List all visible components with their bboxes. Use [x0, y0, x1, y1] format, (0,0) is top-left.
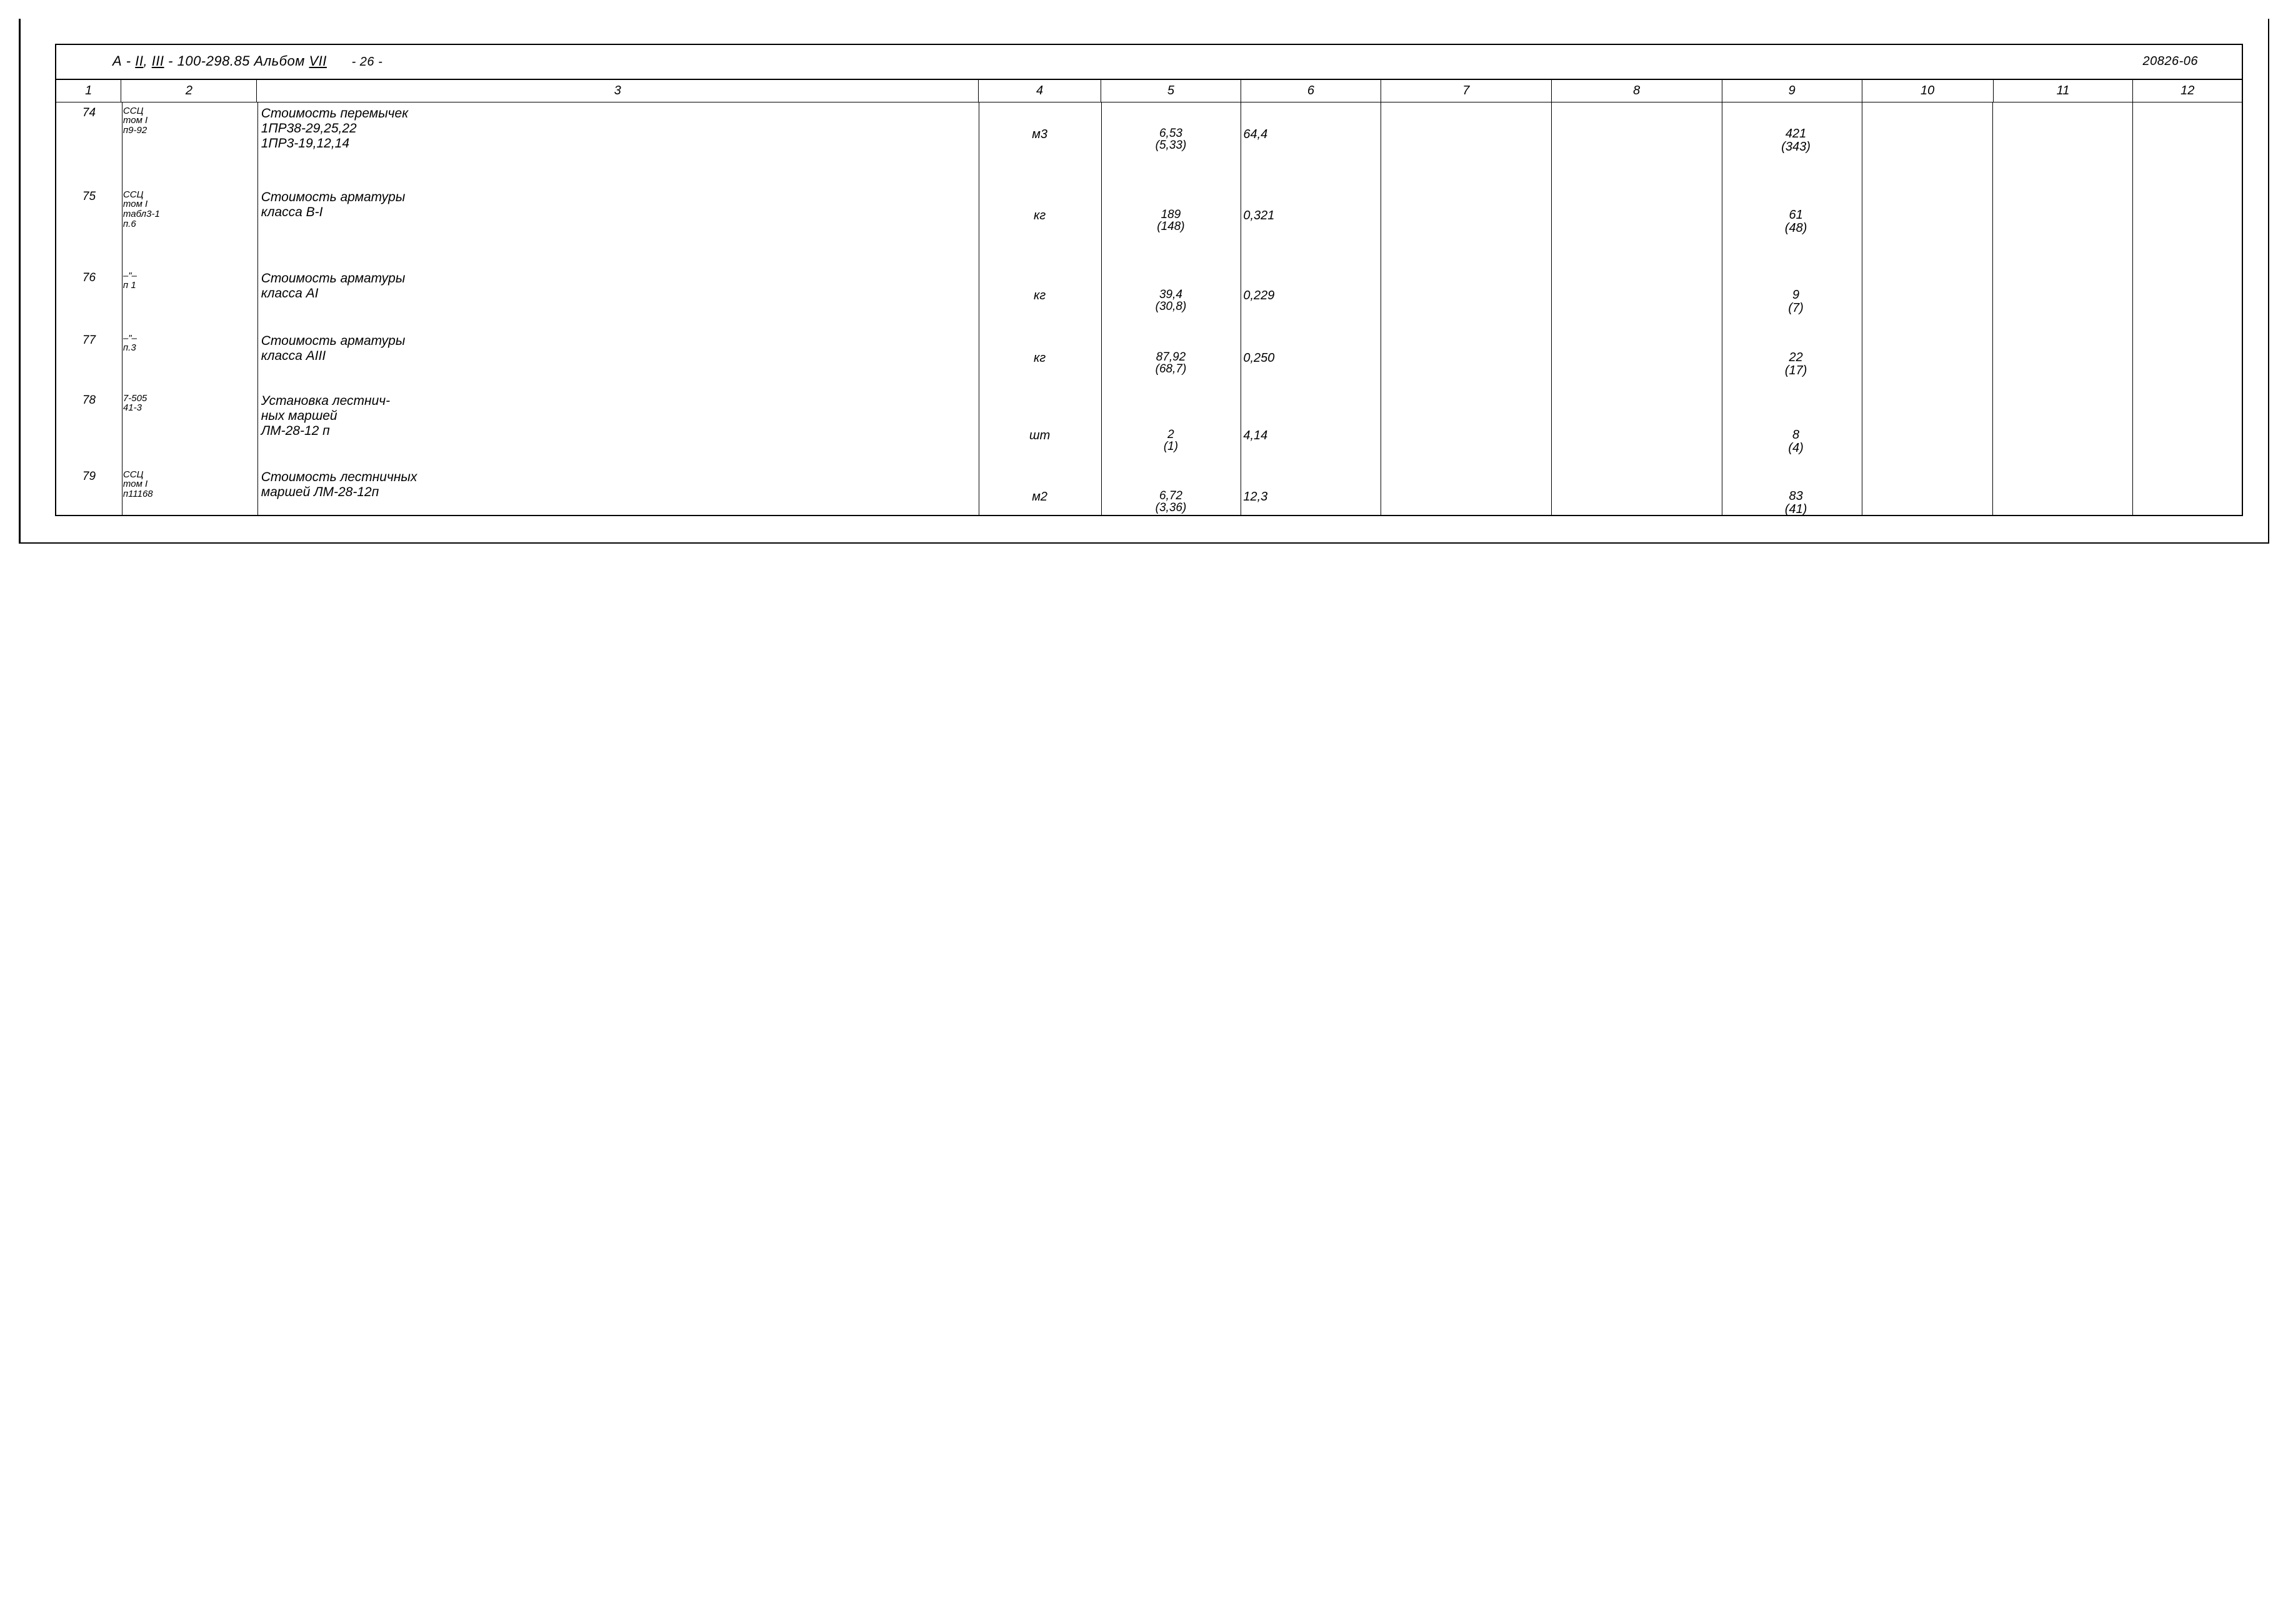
estimate-table: А - II, III - 100-298.85 Альбом VII - 26… — [55, 44, 2243, 516]
title-row: А - II, III - 100-298.85 Альбом VII - 26… — [56, 44, 2242, 79]
row-77-unit: кг — [979, 351, 1101, 366]
row-75-ref: ССЦтом Iтабл3-1п.6 — [122, 190, 257, 229]
row-75-desc: Стоимость арматурыкласса В-I — [257, 190, 979, 220]
page-frame: А - II, III - 100-298.85 Альбом VII - 26… — [19, 19, 2269, 544]
title-prefix: А - — [112, 53, 135, 69]
col-header-12: 12 — [2133, 79, 2242, 102]
row-76-desc: Стоимость арматурыкласса АI — [257, 271, 979, 301]
vrule — [257, 102, 258, 515]
column-header-row: 123456789101112 — [56, 79, 2242, 102]
title-roman-3: VII — [309, 53, 327, 69]
row-79-num: 79 — [56, 470, 122, 484]
doc-title: А - II, III - 100-298.85 Альбом VII - 26… — [56, 44, 1381, 79]
row-75-qty: 189(148) — [1101, 209, 1241, 234]
row-77-rate: 0,250 — [1241, 351, 1381, 366]
vrule — [1551, 102, 1552, 515]
row-79-unit: м2 — [979, 490, 1101, 504]
row-75-unit: кг — [979, 209, 1101, 223]
row-76-unit: кг — [979, 289, 1101, 303]
row-79-total: 83(41) — [1726, 490, 1866, 516]
col-header-7: 7 — [1381, 79, 1551, 102]
row-78-unit: шт — [979, 429, 1101, 443]
col-header-3: 3 — [257, 79, 979, 102]
row-74-rate: 64,4 — [1241, 127, 1381, 142]
col-header-6: 6 — [1241, 79, 1381, 102]
col-header-5: 5 — [1101, 79, 1241, 102]
col-header-11: 11 — [1993, 79, 2133, 102]
title-sep: , — [143, 53, 151, 69]
title-roman-2: III — [152, 53, 164, 69]
row-79-ref: ССЦтом Iп11168 — [122, 470, 257, 499]
vrule — [1992, 102, 1993, 515]
doc-code: 20826-06 — [2142, 54, 2198, 68]
row-79-rate: 12,3 — [1241, 490, 1381, 504]
row-74-desc: Стоимость перемычек1ПР38-29,25,221ПР3-19… — [257, 106, 979, 151]
col-header-9: 9 — [1722, 79, 1862, 102]
row-76-num: 76 — [56, 271, 122, 285]
row-78-total: 8(4) — [1726, 429, 1866, 455]
col-header-8: 8 — [1551, 79, 1722, 102]
doc-code-cell: 20826-06 — [1381, 44, 2242, 79]
row-74-qty: 6,53(5,33) — [1101, 127, 1241, 152]
page-number: - 26 - — [352, 55, 383, 69]
row-76-qty: 39,4(30,8) — [1101, 289, 1241, 314]
body-inner: 74ССЦтом Iп9-92Стоимость перемычек1ПР38-… — [56, 102, 2242, 515]
row-74-num: 74 — [56, 106, 122, 120]
row-79-qty: 6,72(3,36) — [1101, 490, 1241, 515]
row-77-num: 77 — [56, 334, 122, 347]
title-roman-1: II — [135, 53, 143, 69]
row-76-total: 9(7) — [1726, 289, 1866, 315]
col-header-4: 4 — [979, 79, 1101, 102]
row-77-qty: 87,92(68,7) — [1101, 351, 1241, 376]
row-78-rate: 4,14 — [1241, 429, 1381, 443]
row-78-desc: Установка лестнич-ных маршейЛМ-28-12 п — [257, 394, 979, 439]
body-row: 74ССЦтом Iп9-92Стоимость перемычек1ПР38-… — [56, 102, 2242, 516]
vrule — [2132, 102, 2133, 515]
title-mid: - 100-298.85 Альбом — [164, 53, 309, 69]
row-78-qty: 2(1) — [1101, 429, 1241, 454]
row-74-unit: м3 — [979, 127, 1101, 142]
row-77-desc: Стоимость арматурыкласса АIII — [257, 334, 979, 364]
row-76-rate: 0,229 — [1241, 289, 1381, 303]
row-79-desc: Стоимость лестничныхмаршей ЛМ-28-12п — [257, 470, 979, 500]
col-header-10: 10 — [1862, 79, 1993, 102]
row-75-num: 75 — [56, 190, 122, 204]
row-74-ref: ССЦтом Iп9-92 — [122, 106, 257, 136]
row-78-ref: 7-50541-3 — [122, 394, 257, 414]
row-75-total: 61(48) — [1726, 209, 1866, 235]
col-header-1: 1 — [56, 79, 121, 102]
row-78-num: 78 — [56, 394, 122, 407]
row-77-ref: –"–п.3 — [122, 334, 257, 354]
row-74-total: 421(343) — [1726, 127, 1866, 154]
row-75-rate: 0,321 — [1241, 209, 1381, 223]
row-77-total: 22(17) — [1726, 351, 1866, 377]
col-header-2: 2 — [121, 79, 257, 102]
row-76-ref: –"–п 1 — [122, 271, 257, 291]
